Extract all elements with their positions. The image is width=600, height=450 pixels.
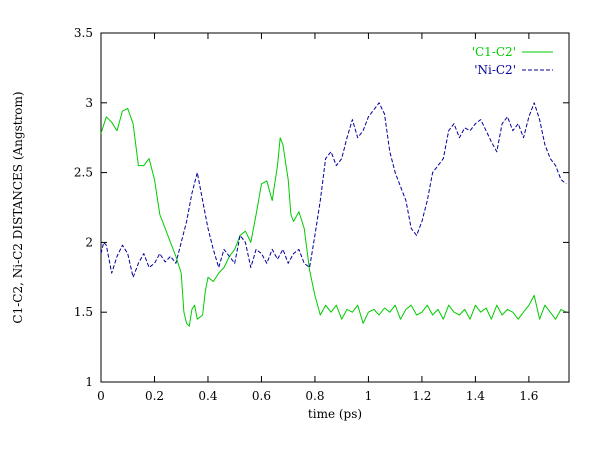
x-tick-label: 1.6 [519,389,538,403]
series-layer [100,102,567,327]
x-tick-label: 0.4 [198,389,217,403]
legend-label-1: 'Ni-C2' [474,63,516,77]
x-tick-label: 1 [365,389,373,403]
y-axis-title: C1-C2, Ni-C2 DISTANCES (Angstrom) [11,91,25,323]
series-line-1 [100,102,567,278]
y-tick-label: 1.5 [74,305,93,319]
y-tick-label: 1 [85,375,93,389]
y-tick-label: 3.5 [74,26,93,40]
x-tick-label: 0 [97,389,105,403]
plot-area [100,32,570,383]
x-tick-label: 1.2 [412,389,431,403]
series-line-0 [100,107,567,327]
plot-frame [100,32,570,383]
axes-layer: 0 0.2 0.4 0.6 0.8 1 1.2 1.4 1.6 1 1.5 2 2.5 3 3.5 [74,26,569,403]
x-tick-label: 0.6 [252,389,271,403]
x-tick-label: 0.2 [145,389,164,403]
x-tick-label: 1.4 [466,389,485,403]
y-tick-label: 2 [85,235,93,249]
y-tick-label: 2.5 [74,166,93,180]
legend-label-0: 'C1-C2' [472,45,516,59]
y-tick-label: 3 [85,96,93,110]
legend: 'C1-C2' 'Ni-C2' [472,45,553,77]
x-tick-label: 0.8 [305,389,324,403]
x-axis-title: time (ps) [308,407,362,421]
